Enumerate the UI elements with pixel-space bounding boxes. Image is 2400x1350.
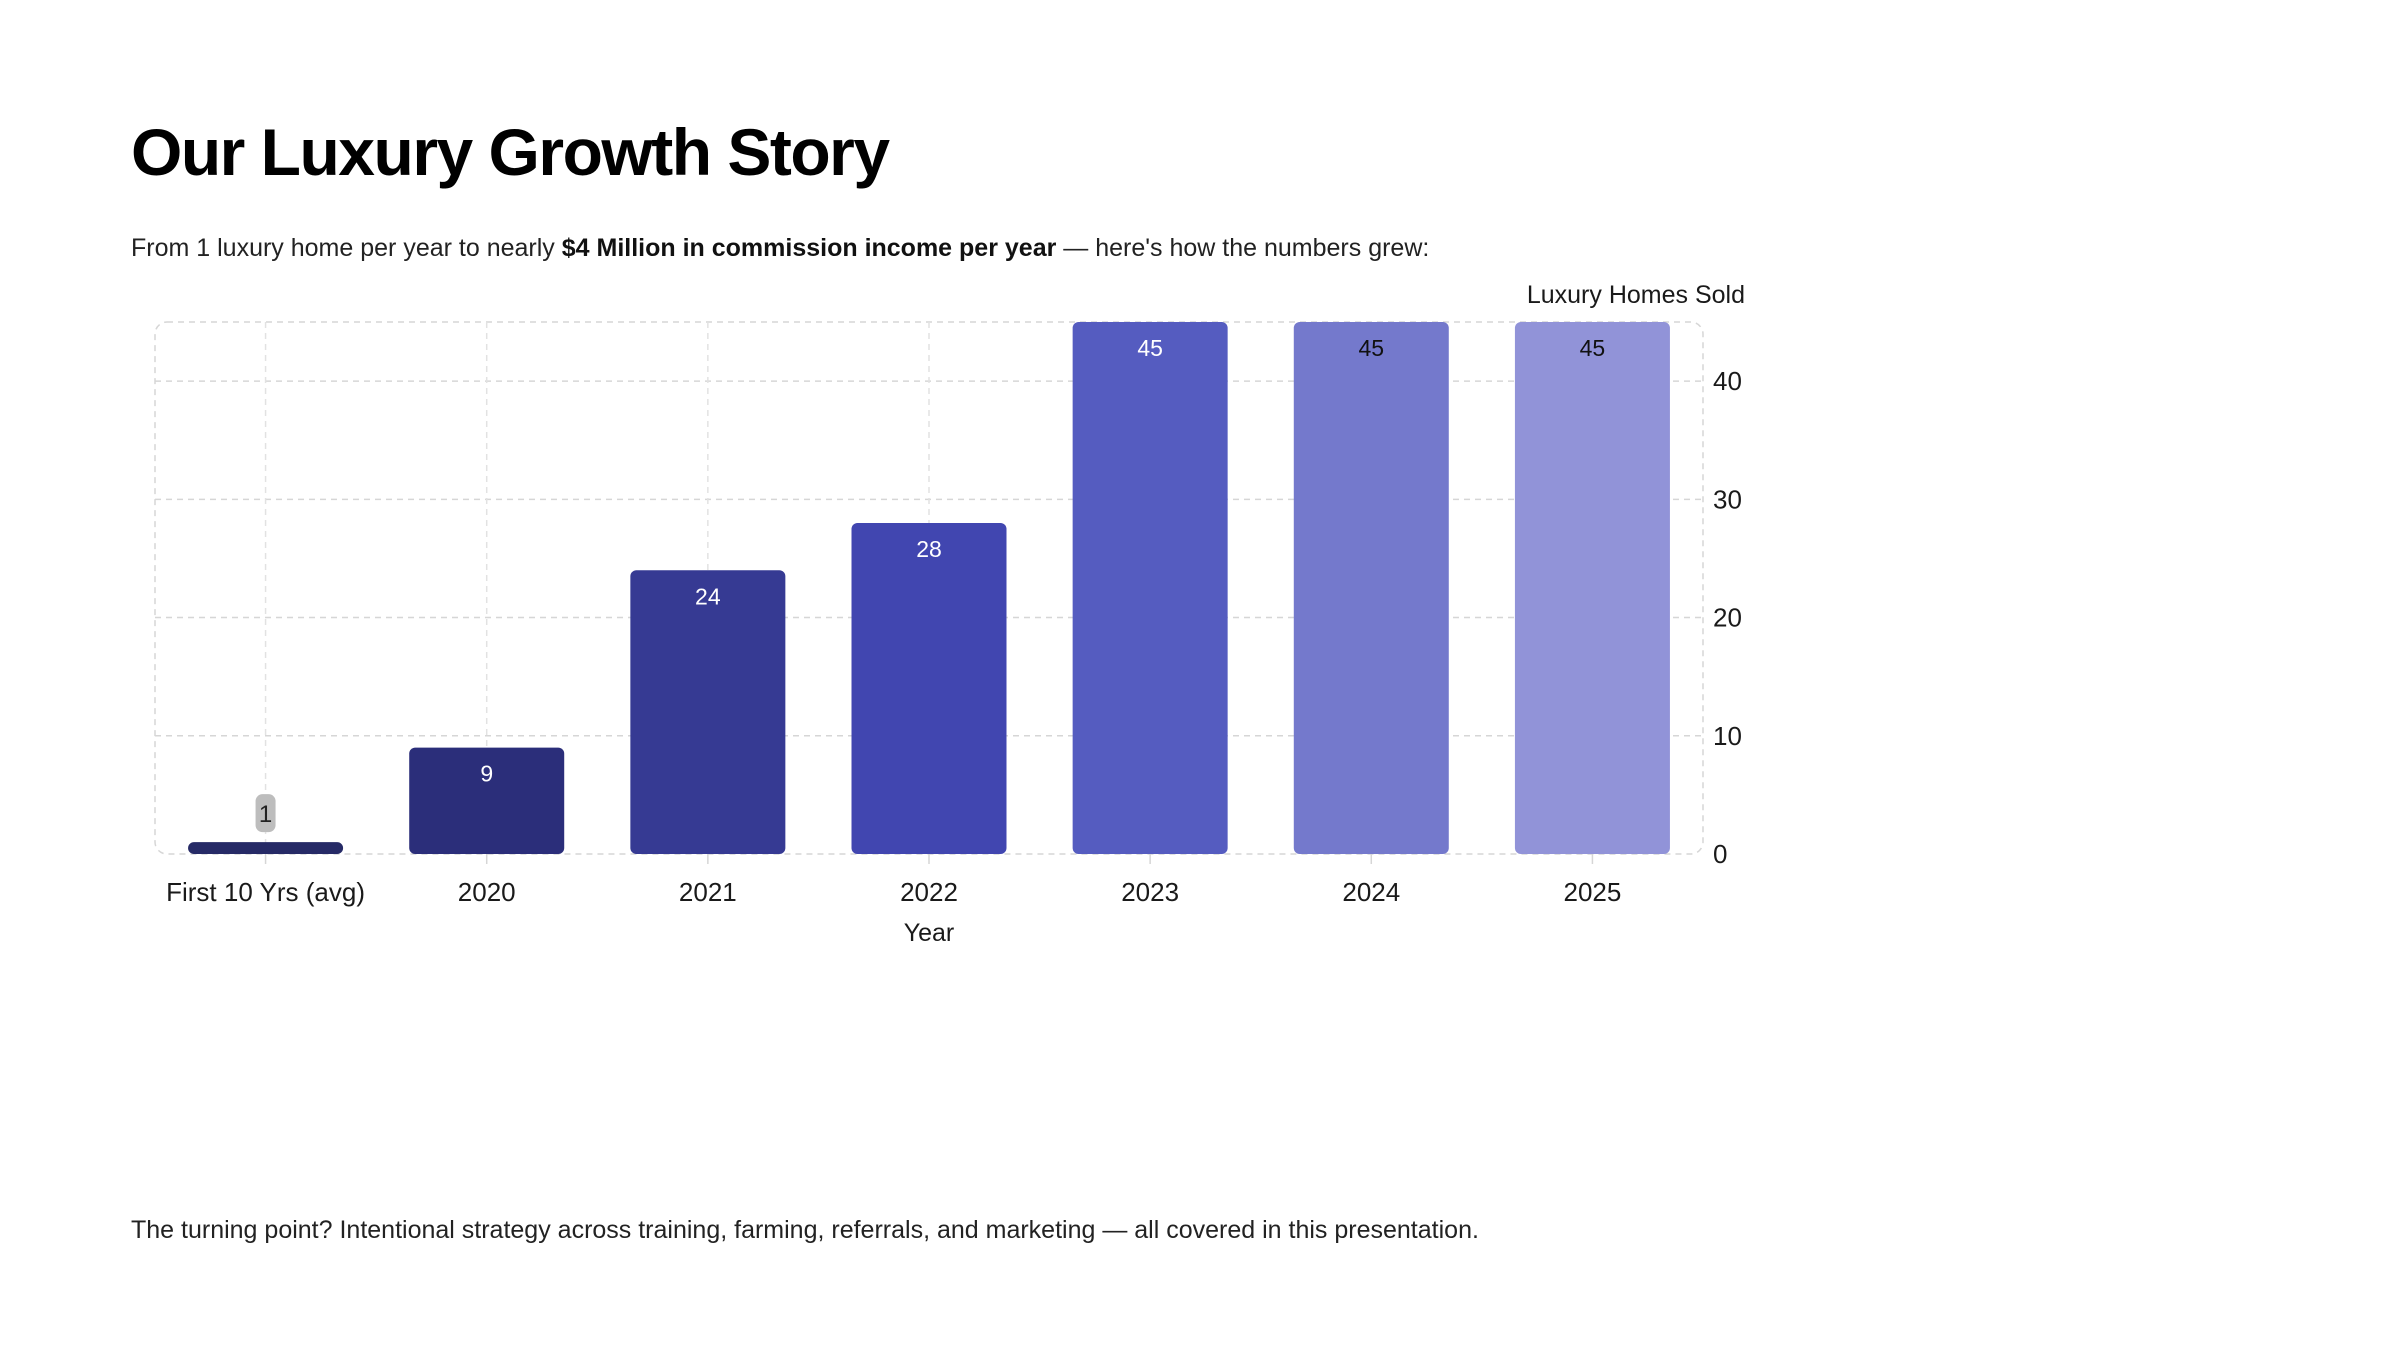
- x-tick-label: First 10 Yrs (avg): [166, 877, 365, 907]
- x-axis-title: Year: [904, 919, 955, 947]
- data-label: 24: [695, 583, 721, 609]
- data-label: 45: [1137, 335, 1163, 361]
- data-label: 9: [480, 761, 493, 787]
- page-title: Our Luxury Growth Story: [131, 115, 890, 189]
- data-label: 1: [259, 801, 272, 828]
- data-label: 45: [1580, 335, 1606, 361]
- bar-2025: [1514, 322, 1670, 854]
- y-axis-title: Luxury Homes Sold: [1527, 281, 1745, 309]
- y-tick-label: 10: [1713, 721, 1742, 751]
- bar-2022: [851, 522, 1007, 854]
- x-tick-label: 2022: [900, 877, 958, 907]
- x-tick-label: 2024: [1342, 877, 1400, 907]
- x-tick-label: 2020: [458, 877, 516, 907]
- data-label-layer: 1 9 24 28 45 45 45: [255, 335, 1606, 833]
- bar-chart: 1 9 24 28 45 45 45 0 10 20 30 40 First 10 Yrs (avg)…: [154, 281, 1745, 947]
- bar-2023: [1072, 322, 1228, 854]
- y-tick-label: 40: [1713, 366, 1742, 396]
- x-tick-label: 2023: [1121, 877, 1179, 907]
- subtitle-text-before: From 1 luxury home per year to nearly: [131, 234, 562, 262]
- x-tick-label: 2021: [679, 877, 737, 907]
- bar-layer: [188, 322, 1670, 854]
- data-label: 28: [916, 536, 942, 562]
- subtitle-emphasis: $4 Million in commission income per year: [561, 234, 1057, 262]
- bar-first-10-yrs-avg: [188, 842, 344, 854]
- page-subtitle: From 1 luxury home per year to nearly $4…: [131, 230, 1429, 266]
- data-label-background: [255, 794, 276, 833]
- x-tick-label: 2025: [1564, 877, 1622, 907]
- y-tick-label: 0: [1713, 839, 1727, 869]
- subtitle-text-after: — here's how the numbers grew:: [1056, 234, 1430, 262]
- y-tick-label: 30: [1713, 484, 1742, 514]
- bar-2021: [630, 570, 786, 854]
- data-label: 45: [1358, 335, 1384, 361]
- bar-2024: [1293, 322, 1449, 854]
- footer-note: The turning point? Intentional strategy …: [131, 1216, 1479, 1244]
- bar-2020: [409, 747, 565, 854]
- y-tick-label: 20: [1713, 603, 1742, 633]
- axis-layer: 0 10 20 30 40 First 10 Yrs (avg) 2020 2021 2022 2…: [166, 366, 1742, 907]
